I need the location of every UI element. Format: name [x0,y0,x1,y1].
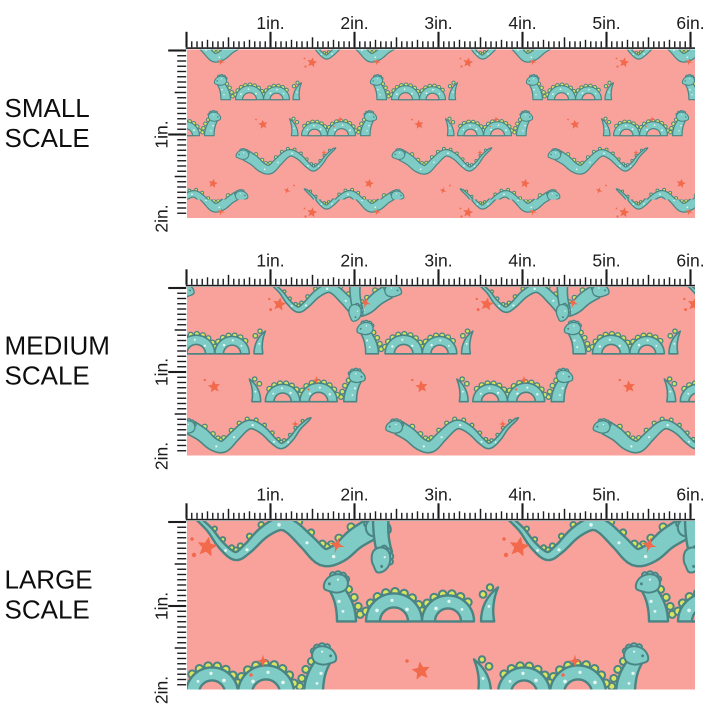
svg-text:5in.: 5in. [592,13,620,33]
svg-text:4in.: 4in. [508,13,536,33]
svg-text:2in.: 2in. [340,251,368,271]
svg-text:3in.: 3in. [424,13,452,33]
svg-text:2in.: 2in. [340,485,368,505]
svg-text:1in.: 1in. [152,592,172,620]
svg-text:1in.: 1in. [256,251,284,271]
svg-text:SCALE: SCALE [5,123,90,153]
svg-text:1in.: 1in. [256,485,284,505]
svg-text:1in.: 1in. [152,358,172,386]
svg-text:1in.: 1in. [256,13,284,33]
svg-text:6in.: 6in. [676,13,704,33]
svg-text:LARGE: LARGE [5,565,93,595]
svg-text:3in.: 3in. [424,251,452,271]
svg-text:1in.: 1in. [152,120,172,148]
svg-text:SCALE: SCALE [5,361,90,391]
svg-text:5in.: 5in. [592,251,620,271]
svg-text:6in.: 6in. [676,251,704,271]
svg-text:2in.: 2in. [152,204,172,232]
svg-text:5in.: 5in. [592,485,620,505]
svg-text:SMALL: SMALL [5,93,90,123]
svg-text:3in.: 3in. [424,485,452,505]
svg-text:2in.: 2in. [152,676,172,704]
svg-text:4in.: 4in. [508,251,536,271]
svg-text:MEDIUM: MEDIUM [5,331,110,361]
svg-text:6in.: 6in. [676,485,704,505]
svg-text:4in.: 4in. [508,485,536,505]
svg-text:SCALE: SCALE [5,595,90,625]
svg-text:2in.: 2in. [152,442,172,470]
svg-text:2in.: 2in. [340,13,368,33]
